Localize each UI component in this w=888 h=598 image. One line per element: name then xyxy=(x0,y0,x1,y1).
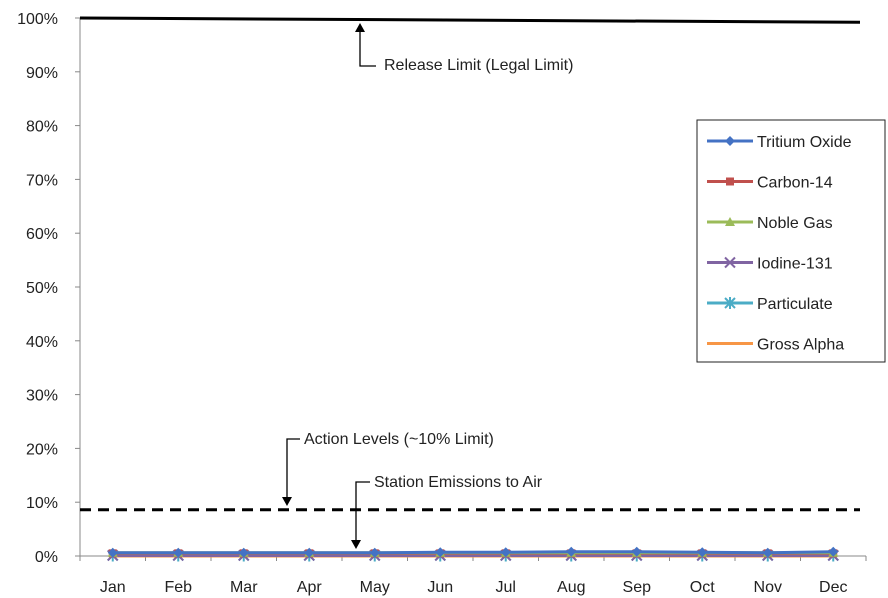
legend-label: Gross Alpha xyxy=(757,337,844,354)
legend-marker xyxy=(726,177,734,186)
x-tick-label: Dec xyxy=(819,579,847,596)
legend-marker xyxy=(724,297,736,309)
y-tick-label: 100% xyxy=(17,11,58,28)
x-tick-label: Nov xyxy=(754,579,782,596)
data-point-tritium-oxide xyxy=(369,547,380,558)
x-tick-label: May xyxy=(360,579,390,596)
y-tick-label: 90% xyxy=(26,65,58,82)
x-tick-label: Jul xyxy=(496,579,516,596)
series-group xyxy=(107,546,839,562)
data-point-tritium-oxide xyxy=(435,547,446,558)
annotation-station-emissions: Station Emissions to Air xyxy=(374,474,543,491)
annotation-action-levels: Action Levels (~10% Limit) xyxy=(304,431,494,448)
legend-label: Particulate xyxy=(757,296,833,313)
action-levels-arrowhead xyxy=(282,497,292,506)
release-limit-arrowhead xyxy=(355,23,365,32)
y-tick-label: 10% xyxy=(26,495,58,512)
legend-item-tritium-oxide: Tritium Oxide xyxy=(707,134,852,151)
y-tick-label: 80% xyxy=(26,119,58,136)
y-tick-label: 20% xyxy=(26,441,58,458)
x-tick-label: Mar xyxy=(230,579,258,596)
legend-marker xyxy=(725,136,735,146)
x-tick-label: Jun xyxy=(427,579,453,596)
x-tick-label: Oct xyxy=(690,579,715,596)
legend-label: Tritium Oxide xyxy=(757,134,852,151)
legend-label: Iodine-131 xyxy=(757,256,833,273)
legend-item-gross-alpha: Gross Alpha xyxy=(707,337,844,354)
station-emissions-leader xyxy=(355,481,370,543)
data-point-tritium-oxide xyxy=(566,546,577,557)
legend-box xyxy=(696,119,886,363)
data-point-tritium-oxide xyxy=(631,546,642,557)
data-point-tritium-oxide xyxy=(304,547,315,558)
legend-item-carbon-14: Carbon-14 xyxy=(707,175,833,192)
reference-lines xyxy=(79,16,861,512)
legend-item-particulate: Particulate xyxy=(707,296,833,313)
x-tick-label: Apr xyxy=(297,579,323,596)
x-tick-label: Feb xyxy=(164,579,192,596)
action-levels-leader xyxy=(286,438,300,500)
data-point-tritium-oxide xyxy=(697,547,708,558)
legend: Tritium Oxide Carbon-14 Noble Gas Iodine-13… xyxy=(696,119,886,363)
station-emissions-arrowhead xyxy=(351,540,361,549)
y-tick-label: 70% xyxy=(26,172,58,189)
series-tritium-oxide xyxy=(107,546,839,558)
legend-label: Carbon-14 xyxy=(757,175,833,192)
data-point-tritium-oxide xyxy=(173,547,184,558)
x-tick-label: Jan xyxy=(100,579,126,596)
x-tick-label: Aug xyxy=(557,579,585,596)
legend-marker xyxy=(725,217,735,226)
release-limit-leader xyxy=(359,28,376,67)
legend-label: Noble Gas xyxy=(757,215,833,232)
x-tick-label: Sep xyxy=(623,579,652,596)
annotations: Release Limit (Legal Limit) Action Level… xyxy=(282,23,573,549)
y-tick-label: 50% xyxy=(26,280,58,297)
data-point-tritium-oxide xyxy=(828,546,839,557)
annotation-release-limit: Release Limit (Legal Limit) xyxy=(384,57,573,74)
axes: 0% 10% 20% 30% 40% 50% 60% 70% 80% 90% 100% Jan Feb M… xyxy=(17,11,867,596)
legend-item-iodine-131: Iodine-131 xyxy=(707,256,833,273)
y-tick-label: 40% xyxy=(26,334,58,351)
y-tick-label: 0% xyxy=(35,549,58,566)
data-point-tritium-oxide xyxy=(238,547,249,558)
series-line-tritium-oxide xyxy=(112,550,834,555)
data-point-tritium-oxide xyxy=(107,547,118,558)
data-point-tritium-oxide xyxy=(500,547,511,558)
data-point-tritium-oxide xyxy=(762,547,773,558)
release-limit-line xyxy=(79,16,861,24)
y-tick-label: 60% xyxy=(26,226,58,243)
y-tick-label: 30% xyxy=(26,388,58,405)
legend-item-noble-gas: Noble Gas xyxy=(707,215,833,232)
legend-marker xyxy=(724,256,736,269)
